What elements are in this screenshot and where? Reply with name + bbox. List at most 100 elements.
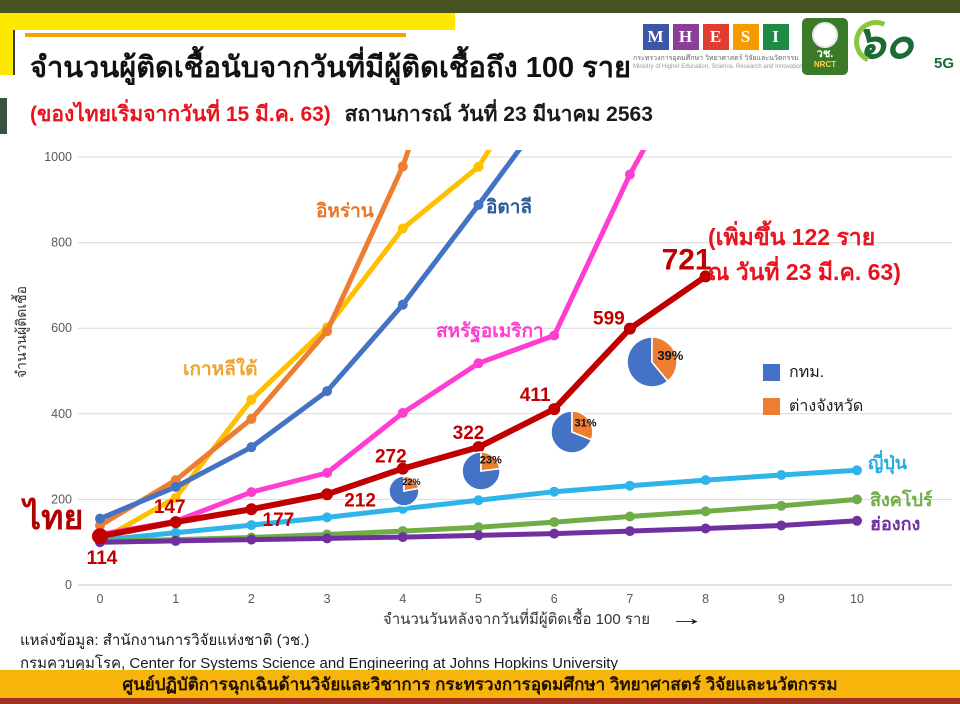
nrct-thai-abbrev: วช. — [816, 48, 834, 60]
card-shadow-edge — [13, 30, 15, 75]
yellow-left-strip — [0, 13, 13, 75]
data-point-singapore — [852, 494, 862, 505]
left-teal-tab — [0, 98, 7, 134]
nrct-emblem-icon — [812, 22, 838, 48]
pie-share-label: 39% — [657, 348, 683, 363]
data-point-iran — [95, 520, 105, 531]
subtitle: (ของไทยเริ่มจากวันที่ 15 มี.ค. 63) สถานก… — [30, 98, 653, 131]
x-tick-label: 8 — [702, 592, 709, 606]
top-olive-bar — [0, 0, 960, 13]
x-tick-label: 9 — [778, 592, 785, 606]
value-label-thailand: 322 — [453, 423, 485, 444]
yellow-header-band — [0, 13, 455, 30]
pie-slice-provinces — [571, 410, 594, 441]
data-point-hong-kong — [170, 535, 181, 546]
data-point-hong-kong — [852, 515, 862, 526]
mhesi-letter-tiles: M H E S I — [633, 24, 798, 50]
series-label-thailand: ไทย — [24, 499, 84, 537]
data-point-iran — [397, 161, 408, 172]
data-point-hong-kong — [624, 526, 635, 537]
x-tick-label: 7 — [626, 592, 633, 606]
legend-row-bangkok: กทม. — [763, 360, 863, 385]
sixty-anniversary-5g-logo: ๖๐ 5G — [847, 13, 956, 76]
data-point-south-korea — [473, 161, 484, 172]
data-point-usa — [473, 358, 484, 369]
mhesi-tile-m: M — [642, 24, 669, 50]
source-line-2: กรมควบคุมโรค, Center for Systems Science… — [20, 655, 618, 672]
data-point-japan — [776, 470, 787, 481]
data-point-italy — [170, 481, 181, 492]
legend-label-bangkok: กทม. — [789, 364, 825, 381]
y-tick-label: 1000 — [44, 150, 72, 164]
data-point-hong-kong — [397, 532, 408, 543]
data-point-singapore — [700, 506, 711, 517]
data-point-thailand — [92, 528, 108, 545]
y-tick-label: 400 — [51, 407, 72, 421]
data-point-thailand — [623, 322, 636, 335]
legend-swatch-bangkok — [763, 364, 780, 381]
subtitle-thai-start: (ของไทยเริ่มจากวันที่ 15 มี.ค. 63) — [30, 103, 331, 126]
data-point-usa — [246, 487, 257, 498]
data-point-usa — [397, 407, 408, 418]
pie-slice-provinces — [403, 475, 420, 492]
mhesi-ministry-name-eng: Ministry of Higher Education, Science, R… — [633, 64, 803, 70]
data-point-japan — [246, 520, 257, 531]
mhesi-tile-e: E — [702, 24, 729, 50]
mhesi-ministry-name-thai: กระทรวงการอุดมศึกษา วิทยาศาสตร์ วิจัยและ… — [633, 55, 799, 62]
data-point-hong-kong — [246, 534, 257, 545]
data-point-hong-kong — [322, 533, 333, 544]
data-point-hong-kong — [549, 528, 560, 539]
value-label-thailand: 212 — [344, 490, 376, 511]
series-label-italy: อิตาลี — [486, 197, 533, 218]
data-point-singapore — [624, 511, 635, 522]
series-line-iran — [97, 150, 411, 529]
footer-red-strip — [0, 698, 960, 704]
series-label-south-korea: เกาหลีใต้ — [183, 359, 258, 380]
data-point-japan — [549, 486, 560, 497]
x-tick-label: 1 — [172, 592, 179, 606]
data-point-japan — [852, 465, 862, 476]
value-label-thailand: 721 — [662, 243, 712, 276]
data-point-south-korea — [397, 223, 408, 234]
y-tick-label: 200 — [51, 492, 72, 506]
value-label-thailand: 177 — [263, 510, 295, 531]
value-label-thailand: 599 — [593, 309, 625, 330]
data-point-singapore — [473, 522, 484, 533]
x-tick-label: 6 — [551, 592, 558, 606]
data-point-thailand — [699, 270, 712, 283]
title-underline-rule — [25, 33, 406, 37]
pie-slice-bangkok — [626, 336, 670, 388]
data-point-hong-kong — [700, 523, 711, 534]
footer-banner: ศูนย์ปฏิบัติการฉุกเฉินด้านวิจัยและวิชากา… — [0, 670, 960, 698]
sixty-glyph: ๖๐ — [856, 16, 914, 68]
annotation-line-1: (เพิ่มขึ้น 122 ราย — [708, 224, 876, 250]
x-axis-title-text: จำนวนวันหลังจากวันที่มีผู้ติดเชื้อ 100 ร… — [382, 611, 651, 628]
y-tick-label: 0 — [65, 578, 72, 592]
data-point-italy — [95, 513, 105, 524]
pie-slice-provinces — [480, 451, 501, 472]
pie-share-label: 31% — [575, 418, 597, 430]
data-point-italy — [322, 386, 333, 397]
pie-legend: กทม. ต่างจังหวัด — [763, 360, 863, 428]
y-tick-label: 800 — [51, 236, 72, 250]
x-tick-label: 10 — [850, 592, 864, 606]
value-label-thailand: 272 — [375, 447, 407, 468]
x-axis-title: จำนวนวันหลังจากวันที่มีผู้ติดเชื้อ 100 ร… — [340, 607, 740, 631]
y-tick-label: 600 — [51, 321, 72, 335]
data-point-usa — [624, 169, 635, 180]
data-point-italy — [397, 299, 408, 310]
data-point-japan — [700, 475, 711, 486]
legend-label-provinces: ต่างจังหวัด — [789, 398, 864, 415]
series-label-iran: อิหร่าน — [316, 201, 374, 222]
page-title: จำนวนผู้ติดเชื้อนับจากวันที่มีผู้ติดเชื้… — [30, 52, 632, 84]
nrct-logo: วช. NRCT — [802, 18, 848, 75]
data-point-thailand — [396, 462, 409, 475]
legend-swatch-provinces — [763, 398, 780, 415]
data-point-south-korea — [246, 394, 257, 405]
value-label-thailand: 411 — [520, 385, 551, 406]
data-point-japan — [322, 512, 333, 523]
data-point-iran — [246, 413, 257, 424]
mhesi-tile-i: I — [762, 24, 789, 50]
